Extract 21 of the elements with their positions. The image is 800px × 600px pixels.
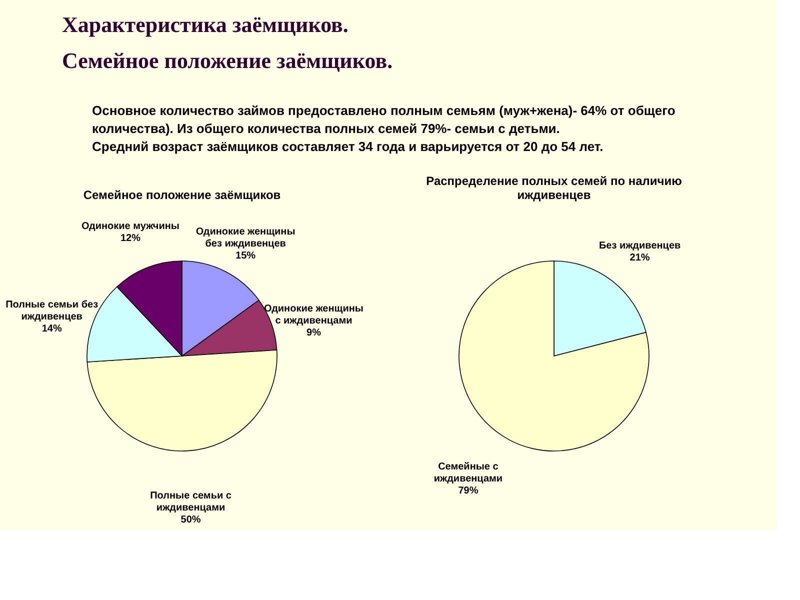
pie-slice [458,260,650,452]
data-label: 12% [120,232,141,244]
data-label: 9% [306,328,322,339]
data-label: 79% [458,486,478,497]
slice-label: Одинокие женщины без иждивенцев [196,226,296,250]
data-label: 21% [630,252,650,264]
chart-title: Семейное положение заёмщиков [83,188,281,202]
data-label: 50% [180,514,201,526]
text: Основное количество займов предоставлено полным семьям (муж+жена)- 64% от общего количества). Из общего количества полных семей 79%- семьи с детьми. [92,103,676,136]
slice-label: Полные семьи без иждивенцев [6,299,98,322]
slice-label: Полные семьи с иждивенцами [150,490,232,514]
text: Семейное положение заёмщиков. [62,48,393,73]
slice-label: Одинокие мужчины [81,220,180,232]
text: Характеристика заёмщиков. [62,12,348,37]
slice-label: Одинокие женщины с иждивенцами [264,304,364,327]
slice-label: Семейные с иждивенцами [434,462,503,485]
data-label: 15% [236,250,256,262]
slice-label: Без иждивенцев [598,240,681,252]
text: Средний возраст заёмщиков составляет 34 года и варьируется от 20 до 54 лет. [92,139,604,154]
chart-title: Распределение полных семей по наличию иждивенцев [426,174,682,202]
data-label: 14% [42,323,62,334]
